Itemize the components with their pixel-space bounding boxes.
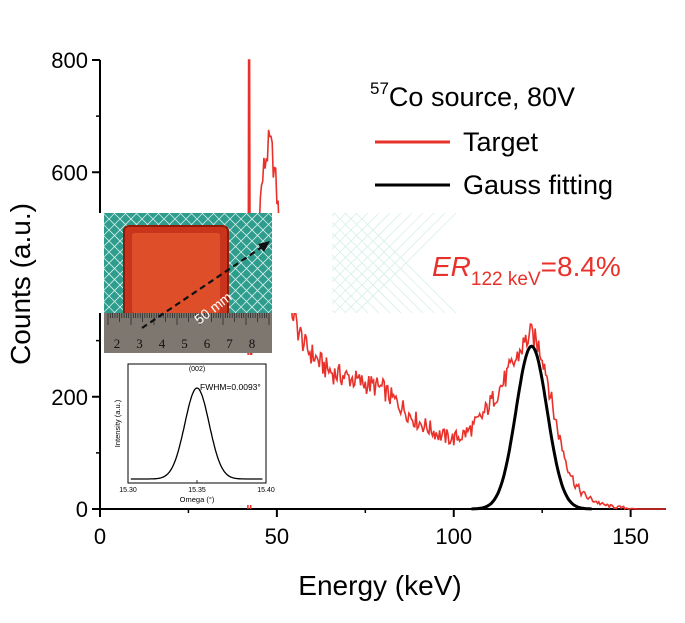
- xrd-x-tick-label: 15.35: [188, 487, 206, 494]
- y-axis-label: Counts (a.u.): [5, 203, 36, 365]
- ruler-label: 3: [136, 336, 143, 351]
- x-tick-label: 50: [265, 524, 289, 549]
- x-axis-ticks: 0 50 100 150: [94, 509, 649, 549]
- y-tick-label: 600: [51, 160, 88, 185]
- legend-label-target: Target: [463, 127, 539, 157]
- xrd-y-axis-label: Intensity (a.u.): [113, 399, 122, 447]
- photo-grid-line: [344, 212, 446, 314]
- ruler-label: 8: [249, 336, 256, 351]
- xrd-rocking-curve-inset: 15.30 15.35 15.40 Omega (°) Intensity (a.u.)…: [104, 355, 275, 505]
- x-tick-label: 100: [435, 524, 472, 549]
- xrd-inset-background: [104, 355, 274, 505]
- y-tick-label: 0: [76, 497, 88, 522]
- ruler-label: 7: [226, 336, 233, 351]
- crystal-face: [132, 233, 220, 313]
- ruler-label: 4: [159, 336, 166, 351]
- xrd-x-tick-label: 15.40: [257, 487, 275, 494]
- xrd-fwhm-label: FWHM=0.0093°: [200, 382, 261, 392]
- series-gauss-fit-line: [471, 344, 592, 511]
- ruler-label: 5: [181, 336, 188, 351]
- dimension-line: [141, 242, 269, 329]
- crystal-photo-inset: 2 3 4 5 6 7 850 mm: [0, 212, 457, 353]
- xrd-x-tick-label: 15.30: [119, 487, 137, 494]
- legend: 57Co source, 80V Target Gauss fitting: [370, 79, 613, 200]
- photo-grid-line: [322, 212, 424, 314]
- x-axis-label: Energy (keV): [298, 570, 461, 601]
- dimension-arrow-head: [258, 241, 270, 252]
- photo-mask-right: [272, 213, 332, 313]
- y-tick-label: 800: [51, 48, 88, 73]
- energy-resolution-annotation: ER122 keV=8.4%: [432, 251, 621, 290]
- ruler-label: 6: [204, 336, 211, 351]
- xrd-peak-label: (002): [189, 366, 205, 373]
- x-tick-label: 0: [94, 524, 106, 549]
- xrd-peak-curve: [130, 387, 263, 480]
- ruler-label: 2: [114, 336, 121, 351]
- xrd-x-axis-label: Omega (°): [180, 495, 215, 504]
- photo-grid-line: [355, 212, 457, 314]
- photo-grid-line: [333, 212, 435, 314]
- plot-area: [247, 59, 666, 511]
- series-target-line: [247, 59, 666, 511]
- ruler: [104, 313, 272, 353]
- x-tick-label: 150: [612, 524, 649, 549]
- y-tick-label: 200: [51, 385, 88, 410]
- legend-header: 57Co source, 80V: [370, 79, 575, 112]
- legend-label-gauss: Gauss fitting: [463, 170, 613, 200]
- photo-mask-left: [0, 213, 104, 313]
